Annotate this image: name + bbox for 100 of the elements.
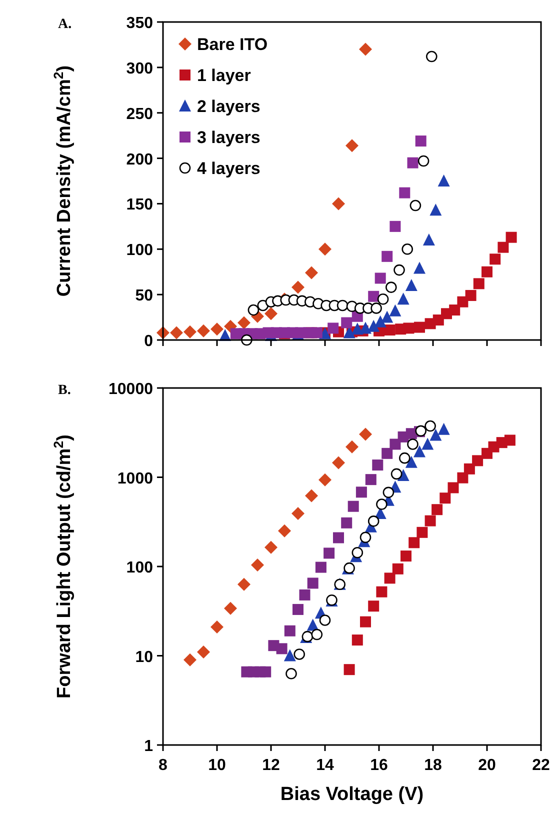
- point: [319, 614, 331, 626]
- point: [341, 517, 352, 528]
- point: [438, 422, 450, 435]
- point: [394, 264, 405, 276]
- point: [430, 204, 442, 216]
- point: [397, 292, 410, 305]
- y-tick-label: 1: [144, 738, 154, 755]
- point: [464, 463, 475, 474]
- point: [359, 428, 372, 441]
- x-tick-label: 22: [532, 757, 550, 774]
- point: [422, 438, 434, 450]
- point: [389, 304, 402, 316]
- point: [374, 315, 386, 328]
- point: [390, 468, 402, 480]
- point: [382, 486, 394, 498]
- y-tick-label: 300: [126, 60, 154, 78]
- y-tick-label: 200: [126, 151, 154, 168]
- point: [238, 316, 250, 330]
- point: [348, 500, 359, 512]
- point: [414, 262, 426, 274]
- y-tick-label: 250: [126, 106, 154, 123]
- point: [430, 428, 442, 441]
- point: [392, 563, 404, 574]
- point: [292, 507, 304, 520]
- point: [305, 266, 318, 280]
- point: [370, 302, 382, 314]
- point: [299, 589, 310, 600]
- point: [457, 472, 468, 484]
- point: [210, 322, 224, 336]
- point: [368, 290, 380, 302]
- point: [368, 600, 380, 612]
- point: [390, 438, 401, 450]
- point: [432, 504, 443, 516]
- point: [346, 440, 358, 454]
- y-tick-label: 10000: [108, 381, 154, 398]
- point: [368, 320, 380, 332]
- point: [372, 460, 384, 471]
- point: [251, 558, 264, 572]
- point: [197, 646, 210, 659]
- point: [416, 526, 428, 538]
- point: [424, 515, 436, 526]
- point: [506, 232, 517, 243]
- point: [465, 290, 476, 301]
- point: [344, 664, 355, 676]
- point: [278, 524, 291, 538]
- y-tick-label: 1000: [117, 470, 154, 488]
- point: [352, 634, 363, 646]
- point: [260, 666, 272, 678]
- legend-label: 3 layers: [197, 128, 260, 147]
- point: [400, 550, 412, 562]
- point: [376, 586, 388, 598]
- point: [390, 220, 401, 232]
- point: [438, 174, 450, 186]
- point: [210, 620, 224, 634]
- x-axis-title: Bias Voltage (V): [280, 784, 424, 805]
- point: [448, 482, 459, 494]
- point: [381, 310, 394, 323]
- point: [307, 578, 318, 589]
- point: [440, 492, 451, 504]
- point: [248, 304, 260, 316]
- point: [184, 653, 196, 666]
- point: [414, 445, 426, 458]
- point: [184, 325, 196, 338]
- point: [352, 546, 364, 558]
- point: [384, 572, 396, 584]
- point: [360, 532, 372, 544]
- point: [197, 324, 210, 338]
- point: [490, 254, 501, 265]
- y-tick-label: 10: [135, 648, 154, 666]
- y-tick-label: 100: [126, 560, 154, 576]
- y-tick-label: 50: [135, 288, 154, 305]
- point: [284, 649, 296, 662]
- x-tick-label: 8: [158, 757, 168, 774]
- legend-label: 1 layer: [197, 66, 252, 85]
- point: [382, 448, 393, 459]
- point: [457, 296, 468, 308]
- x-tick-label: 20: [478, 757, 496, 774]
- x-tick-label: 14: [316, 757, 334, 774]
- point: [399, 187, 410, 198]
- point: [318, 473, 332, 486]
- point: [292, 280, 304, 294]
- point: [472, 455, 484, 466]
- point: [224, 602, 237, 615]
- legend-label: 2 layers: [197, 97, 260, 116]
- point: [360, 616, 371, 628]
- point: [311, 327, 322, 338]
- point: [415, 136, 426, 147]
- point: [276, 643, 288, 654]
- point: [356, 486, 367, 498]
- point: [305, 489, 318, 502]
- point: [284, 625, 296, 636]
- point: [384, 324, 396, 336]
- point: [498, 242, 509, 253]
- point: [422, 234, 435, 246]
- point: [341, 317, 352, 328]
- point: [346, 139, 358, 152]
- point: [170, 326, 183, 340]
- point: [473, 278, 484, 290]
- point: [365, 474, 376, 486]
- legend-label: 4 layers: [197, 159, 260, 178]
